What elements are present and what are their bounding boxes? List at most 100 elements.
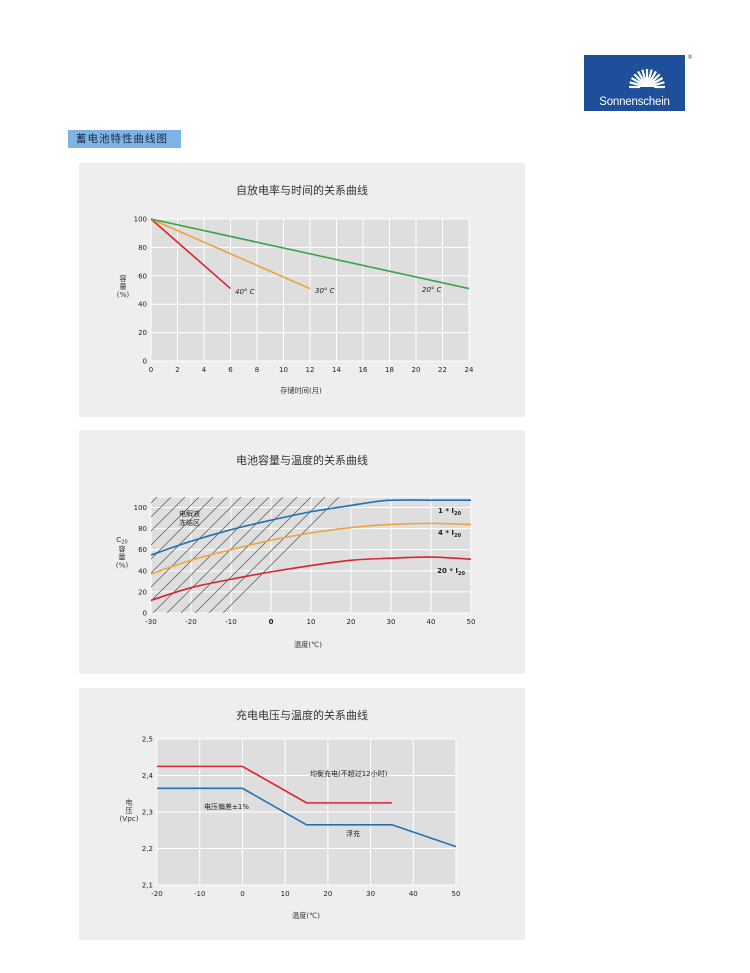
- sun-ray: [641, 69, 647, 81]
- x-tick-label: 24: [465, 366, 474, 374]
- sonnenschein-logo: Sonnenschein: [584, 55, 685, 111]
- voltage-temperature-chart-svg: 均衡充电(不超过12小时) 浮充 电压偏差±1% -20 -10 0 10 20 30 40 50 2…: [119, 708, 461, 920]
- y-tick-label: 0: [143, 610, 147, 618]
- sun-ray: [629, 81, 641, 87]
- sun-core: [640, 80, 654, 87]
- label-line: (Vpc): [119, 814, 138, 823]
- y-tick-label: 60: [138, 272, 147, 280]
- y-tick-label: 40: [138, 567, 147, 575]
- label-line: 电解液: [179, 509, 200, 518]
- sun-ray: [647, 69, 653, 81]
- series-label: 1 * I20: [438, 507, 461, 517]
- x-tick-label: 30: [366, 890, 375, 898]
- label-line: (%): [117, 290, 130, 299]
- x-tick-label: 50: [452, 890, 461, 898]
- sun-ray: [633, 73, 643, 83]
- x-tick-label: 14: [332, 366, 341, 374]
- series-line: [150, 522, 472, 575]
- x-tick-label: 20: [323, 890, 332, 898]
- series-label: 20 * I20: [437, 567, 465, 577]
- hatch-line: [151, 497, 186, 532]
- sun-ray: [637, 70, 645, 82]
- series-line: [150, 218, 311, 290]
- hatch-line: [166, 497, 284, 613]
- x-tick-label: 16: [359, 366, 368, 374]
- y-axis-label: 容量(%): [117, 274, 130, 299]
- x-axis-label: 温度(℃): [292, 911, 320, 920]
- series-label: 均衡充电(不超过12小时): [310, 769, 388, 778]
- hatch-line: [151, 497, 200, 546]
- subscript: 20: [454, 533, 461, 539]
- hatch-line: [151, 497, 228, 574]
- x-tick-label: 10: [281, 890, 290, 898]
- x-tick-label: 10: [279, 366, 288, 374]
- x-tick-label: 40: [409, 890, 418, 898]
- x-tick-label: 20: [412, 366, 421, 374]
- y-axis-label: C20 容量(%): [116, 535, 129, 570]
- x-tick-label: -10: [194, 890, 205, 898]
- y-tick-label: 2,2: [142, 845, 153, 853]
- x-tick-label: 30: [387, 618, 396, 626]
- label-line: (%): [116, 561, 129, 570]
- chart-title: 充电电压与温度的关系曲线: [236, 708, 368, 722]
- x-tick-label: 4: [202, 366, 207, 374]
- hatch-line: [151, 497, 242, 588]
- hatch-line: [151, 497, 256, 602]
- hatch-line: [151, 497, 172, 518]
- x-tick-label: 0: [149, 366, 153, 374]
- sun-ray: [653, 81, 665, 87]
- x-tick-label: -10: [225, 618, 236, 626]
- hatch-line: [208, 497, 326, 613]
- y-tick-label: 60: [138, 546, 147, 554]
- x-tick-label: 20: [347, 618, 356, 626]
- sun-ray: [651, 73, 661, 83]
- y-tick-label: 2,4: [142, 772, 154, 780]
- chart-voltage-temperature: 均衡充电(不超过12小时) 浮充 电压偏差±1% -20 -10 0 10 20 30 40 50 2…: [79, 688, 525, 940]
- x-tick-label: -30: [145, 618, 156, 626]
- label-line: 冻结区: [179, 518, 200, 527]
- label-line: 压: [125, 806, 132, 815]
- x-tick-label: 40: [427, 618, 436, 626]
- sun-ray: [630, 77, 642, 85]
- chart-title: 自放电率与时间的关系曲线: [236, 183, 368, 197]
- series-label: 浮充: [346, 829, 360, 838]
- label-line: 电: [125, 798, 132, 807]
- x-tick-label: 8: [255, 366, 259, 374]
- capacity-temperature-chart-svg: 电解液冻结区 1 * I20 4 * I20 20 * I20 -30 -20 -10 0 10…: [116, 453, 476, 649]
- label-line: 容: [118, 545, 125, 554]
- y-axis-label: 电压(Vpc): [119, 798, 138, 823]
- y-tick-label: 20: [138, 329, 147, 337]
- series-line: [150, 499, 471, 556]
- frozen-zone-label: 电解液冻结区: [179, 509, 200, 527]
- series-line: [150, 556, 472, 602]
- x-axis-label: 温度(℃): [294, 640, 322, 649]
- hatch-line: [151, 497, 214, 560]
- x-tick-label: 6: [228, 366, 233, 374]
- y-tick-label: 40: [138, 301, 147, 309]
- y-tick-label: 100: [134, 504, 147, 512]
- sun-icon: [629, 69, 665, 89]
- chart-self-discharge: 40° C 30° C 20° C 0 2 4 6 8 10 12 14 16 18 20 22 24 0 20 4…: [79, 163, 525, 417]
- x-tick-label: 12: [306, 366, 315, 374]
- subscript: 20: [121, 540, 127, 546]
- registered-mark: ®: [687, 54, 693, 61]
- series-label: 40° C: [235, 288, 255, 296]
- x-axis-label: 存储时间(月): [280, 386, 322, 395]
- sun-ray: [652, 77, 664, 85]
- x-tick-label: -20: [151, 890, 162, 898]
- y-tick-label: 2,5: [142, 736, 153, 744]
- x-tick-label: 22: [438, 366, 447, 374]
- x-tick-label: 10: [307, 618, 316, 626]
- label-line: C20: [116, 535, 127, 546]
- annotation: 电压偏差±1%: [204, 802, 249, 811]
- chart-capacity-temperature: 电解液冻结区 1 * I20 4 * I20 20 * I20 -30 -20 -10 0 10…: [79, 430, 525, 674]
- sun-ray: [649, 70, 657, 82]
- subscript: 20: [458, 571, 465, 577]
- y-tick-label: 2,1: [142, 882, 153, 890]
- series-line: [157, 787, 457, 848]
- series-label: 30° C: [315, 287, 335, 295]
- series-label: 20° C: [422, 286, 442, 294]
- series-label: 4 * I20: [438, 529, 461, 539]
- series-line: [157, 765, 392, 804]
- y-tick-label: 2,3: [142, 809, 153, 817]
